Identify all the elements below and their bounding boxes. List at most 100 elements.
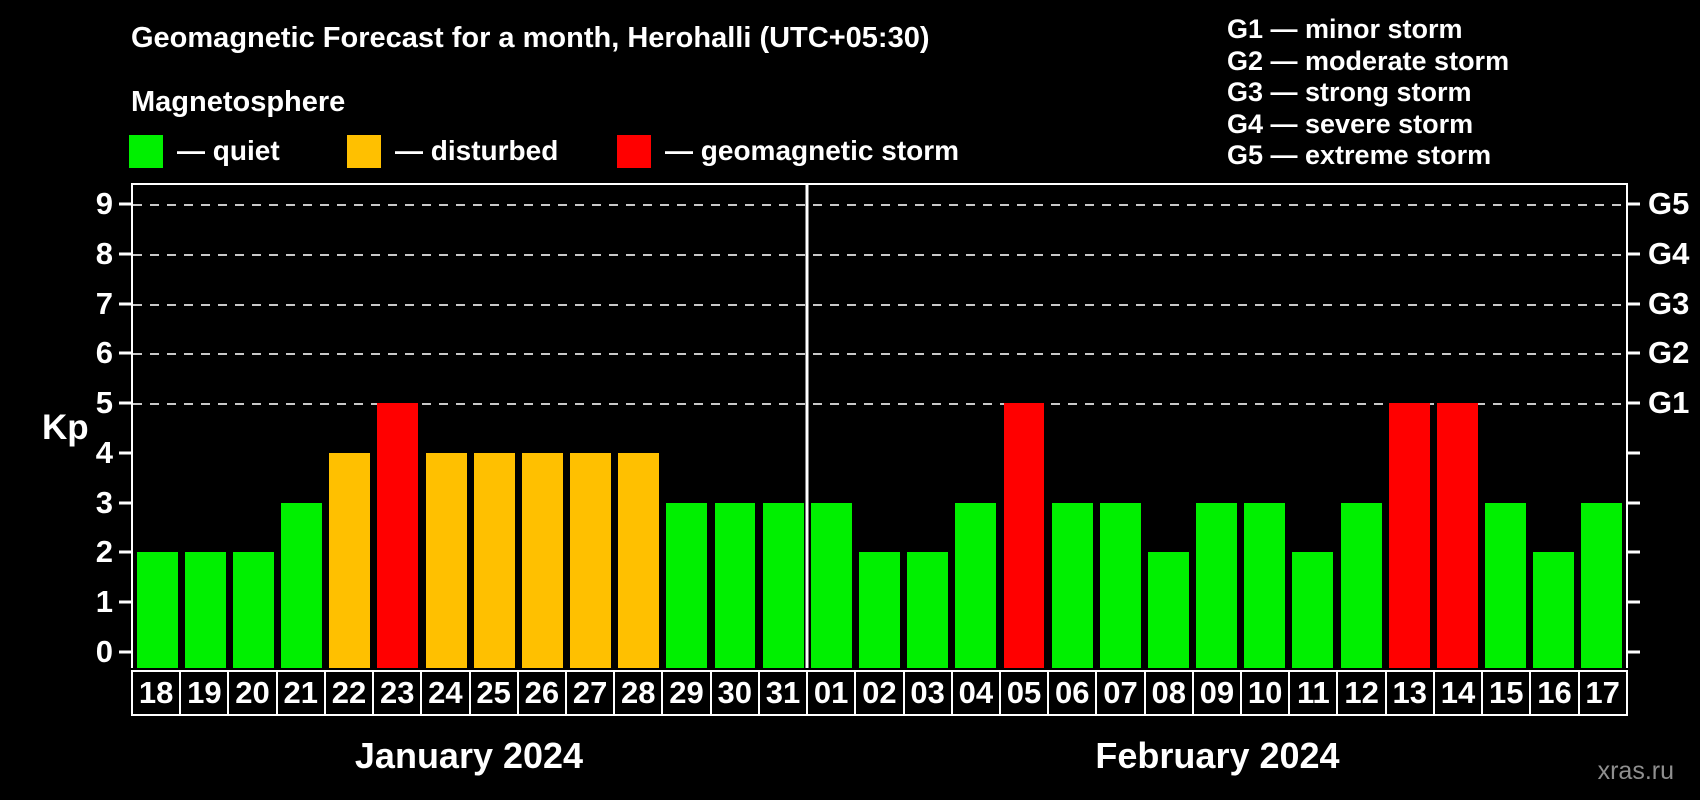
y-tick bbox=[119, 600, 131, 604]
magnetosphere-label: Magnetosphere bbox=[131, 86, 346, 118]
color-legend: — quiet — disturbed — geomagnetic storm bbox=[0, 133, 1700, 169]
plot-area: 9 8 7 6 5 4 3 2 1 0 G5 G4 G3 G2 G1 bbox=[96, 183, 1689, 669]
right-tick bbox=[1628, 351, 1640, 355]
kp-bar-day-21 bbox=[281, 502, 323, 668]
kp-bar-day-07 bbox=[1099, 502, 1141, 668]
date-label: 21 bbox=[277, 670, 326, 716]
g-level-label-g2: G2 bbox=[1648, 335, 1690, 371]
kp-bar-day-17 bbox=[1581, 502, 1623, 668]
y-tick-label: 4 bbox=[95, 434, 113, 470]
gridline-kp7 bbox=[133, 303, 1626, 306]
date-label: 17 bbox=[1579, 670, 1628, 716]
g-level-label-g4: G4 bbox=[1648, 235, 1690, 271]
kp-bar-day-09 bbox=[1196, 502, 1238, 668]
date-label: 14 bbox=[1434, 670, 1484, 716]
date-label: 16 bbox=[1531, 670, 1580, 716]
date-axis: 18 19 20 21 22 23 24 25 26 27 28 29 30 31 01 02 03 04 05 06… bbox=[131, 670, 1628, 716]
kp-bar-day-14 bbox=[1436, 403, 1478, 668]
date-label: 07 bbox=[1097, 670, 1146, 716]
kp-bar-day-03 bbox=[907, 552, 949, 668]
date-label: 03 bbox=[904, 670, 953, 716]
kp-bar-day-22 bbox=[329, 452, 371, 668]
kp-bar-day-26 bbox=[521, 452, 563, 668]
date-label: 06 bbox=[1049, 670, 1098, 716]
date-label: 29 bbox=[663, 670, 712, 716]
kp-bar-day-23 bbox=[377, 403, 419, 668]
kp-bar-day-25 bbox=[473, 452, 515, 668]
date-label: 28 bbox=[615, 670, 664, 716]
y-tick bbox=[119, 401, 131, 405]
kp-bar-day-19 bbox=[184, 552, 226, 668]
date-label: 19 bbox=[181, 670, 230, 716]
g-level-label-g1: G1 bbox=[1648, 385, 1690, 421]
date-label: 13 bbox=[1386, 670, 1435, 716]
y-tick bbox=[119, 550, 131, 554]
kp-bar-day-29 bbox=[666, 502, 708, 668]
month-label-january: January 2024 bbox=[354, 735, 584, 776]
y-tick bbox=[119, 252, 131, 256]
date-label: 22 bbox=[325, 670, 375, 716]
kp-bar-day-28 bbox=[618, 452, 660, 668]
kp-bar-day-11 bbox=[1292, 552, 1334, 668]
month-label-february: February 2024 bbox=[1095, 735, 1340, 776]
y-tick bbox=[119, 501, 131, 505]
quiet-swatch-icon bbox=[129, 134, 163, 168]
g-level-label-g5: G5 bbox=[1648, 185, 1690, 221]
date-label: 09 bbox=[1193, 670, 1243, 716]
legend-item-label: — disturbed bbox=[395, 135, 559, 166]
date-label: 26 bbox=[518, 670, 567, 716]
date-label: 31 bbox=[759, 670, 809, 716]
y-tick-label: 5 bbox=[95, 385, 113, 421]
g-scale-legend-line: G5 — extreme storm bbox=[1227, 140, 1492, 170]
kp-bar-day-10 bbox=[1244, 502, 1286, 668]
y-tick-label: 1 bbox=[95, 584, 113, 620]
right-tick bbox=[1628, 501, 1640, 505]
date-label: 25 bbox=[470, 670, 519, 716]
kp-bar-day-13 bbox=[1388, 403, 1430, 668]
page-title: Geomagnetic Forecast for a month, Heroha… bbox=[131, 22, 930, 54]
date-label: 30 bbox=[711, 670, 760, 716]
right-tick bbox=[1628, 451, 1640, 455]
kp-bar-day-01 bbox=[810, 502, 852, 668]
g-scale-legend: G1 — minor storm G2 — moderate storm G3 — … bbox=[1227, 14, 1509, 172]
legend-item-quiet: — quiet bbox=[129, 133, 280, 169]
gridline-kp8 bbox=[133, 253, 1626, 256]
right-tick bbox=[1628, 202, 1640, 206]
disturbed-swatch-icon bbox=[347, 134, 381, 168]
y-axis-title: Kp bbox=[42, 408, 89, 447]
y-tick bbox=[119, 650, 131, 654]
legend-item-disturbed: — disturbed bbox=[347, 133, 558, 169]
right-tick bbox=[1628, 650, 1640, 654]
legend-item-label: — geomagnetic storm bbox=[665, 135, 960, 166]
kp-bar-day-20 bbox=[232, 552, 274, 668]
y-tick bbox=[119, 202, 131, 206]
g-scale-legend-line: G3 — strong storm bbox=[1227, 77, 1472, 107]
kp-bar-day-18 bbox=[136, 552, 178, 668]
g-level-label-g3: G3 bbox=[1648, 285, 1690, 321]
date-label: 10 bbox=[1242, 670, 1291, 716]
legend-item-storm: — geomagnetic storm bbox=[617, 133, 959, 169]
right-tick bbox=[1628, 302, 1640, 305]
kp-bar-day-24 bbox=[425, 452, 467, 668]
right-tick bbox=[1628, 401, 1640, 405]
right-tick bbox=[1628, 550, 1640, 554]
date-label: 23 bbox=[374, 670, 423, 716]
g-scale-legend-line: G2 — moderate storm bbox=[1227, 45, 1510, 76]
kp-bar-day-08 bbox=[1147, 552, 1189, 668]
gridline-kp6 bbox=[133, 353, 1626, 356]
kp-bar-day-04 bbox=[955, 502, 997, 668]
y-tick-label: 2 bbox=[95, 534, 113, 570]
date-label: 18 bbox=[133, 670, 182, 716]
date-label: 04 bbox=[952, 670, 1001, 716]
g-scale-legend-line: G1 — minor storm bbox=[1227, 14, 1463, 44]
kp-bar-day-30 bbox=[714, 502, 756, 668]
date-label: 01 bbox=[808, 670, 857, 716]
gridline-kp9 bbox=[133, 203, 1626, 206]
y-tick bbox=[119, 451, 131, 455]
y-tick-label: 8 bbox=[95, 235, 113, 271]
date-label: 02 bbox=[856, 670, 905, 716]
kp-bar-day-27 bbox=[570, 452, 611, 668]
kp-bar-day-06 bbox=[1051, 502, 1093, 668]
kp-bar-day-16 bbox=[1533, 552, 1575, 668]
